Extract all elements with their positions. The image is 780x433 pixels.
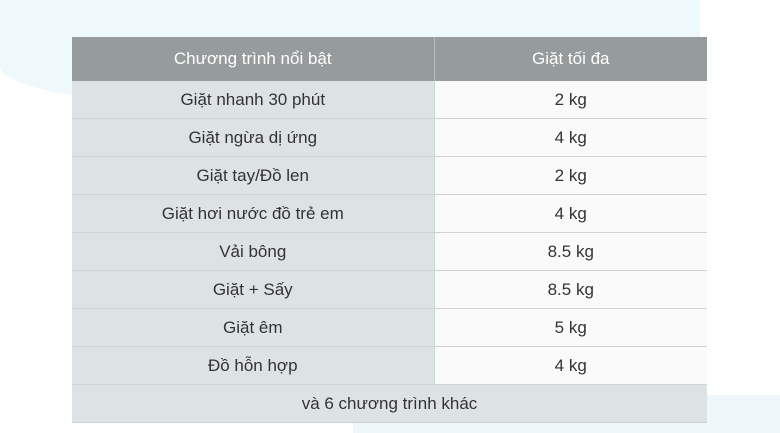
- program-name: Giặt ngừa dị ứng: [72, 118, 435, 157]
- table-row: Giặt nhanh 30 phút 2 kg: [72, 81, 707, 119]
- more-programs-note: và 6 chương trình khác: [72, 384, 707, 423]
- program-name: Vải bông: [72, 232, 435, 271]
- table-row: Giặt ngừa dị ứng 4 kg: [72, 118, 707, 157]
- max-load: 2 kg: [434, 81, 707, 119]
- program-name: Đồ hỗn hợp: [72, 346, 435, 385]
- max-load: 8.5 kg: [434, 232, 707, 271]
- program-name: Giặt nhanh 30 phút: [72, 81, 435, 119]
- max-load: 8.5 kg: [434, 270, 707, 309]
- table-row: Giặt tay/Đồ len 2 kg: [72, 156, 707, 195]
- table-row: Vải bông 8.5 kg: [72, 232, 707, 271]
- max-load: 4 kg: [434, 118, 707, 157]
- max-load: 5 kg: [434, 308, 707, 347]
- max-load: 4 kg: [434, 346, 707, 385]
- table-row: Giặt + Sấy 8.5 kg: [72, 270, 707, 309]
- table-row: Giặt êm 5 kg: [72, 308, 707, 347]
- header-program: Chương trình nổi bật: [72, 37, 435, 81]
- table-row: Giặt hơi nước đồ trẻ em 4 kg: [72, 194, 707, 233]
- program-name: Giặt êm: [72, 308, 435, 347]
- max-load: 4 kg: [434, 194, 707, 233]
- program-name: Giặt tay/Đồ len: [72, 156, 435, 195]
- program-name: Giặt + Sấy: [72, 270, 435, 309]
- program-name: Giặt hơi nước đồ trẻ em: [72, 194, 435, 233]
- programs-table: Chương trình nổi bật Giặt tối đa Giặt nh…: [72, 37, 707, 423]
- header-max-load: Giặt tối đa: [434, 37, 707, 81]
- table-row: Đồ hỗn hợp 4 kg: [72, 346, 707, 385]
- table-header: Chương trình nổi bật Giặt tối đa: [72, 37, 707, 81]
- max-load: 2 kg: [434, 156, 707, 195]
- table-footer-row: và 6 chương trình khác: [72, 384, 707, 423]
